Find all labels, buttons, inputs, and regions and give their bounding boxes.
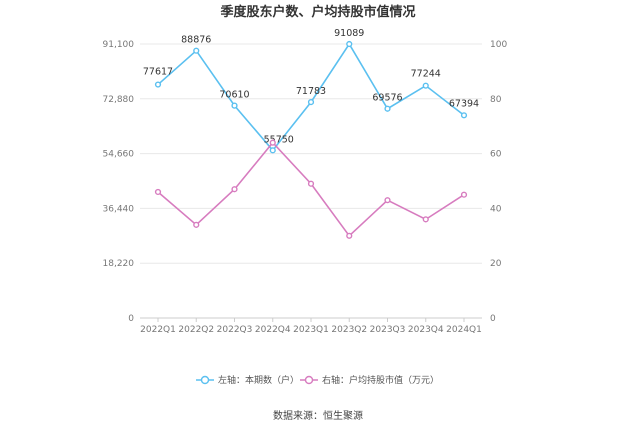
- left-tick-label: 18,220: [103, 259, 135, 269]
- data-label: 77617: [143, 67, 173, 78]
- x-tick-label: 2022Q4: [255, 325, 291, 335]
- x-tick-label: 2022Q2: [178, 325, 214, 335]
- series-line: [157, 42, 465, 152]
- data-point: [154, 188, 162, 196]
- right-tick-label: 60: [490, 150, 502, 160]
- series-line: [157, 141, 465, 237]
- data-point: [231, 102, 238, 109]
- data-point: [460, 112, 468, 119]
- legend-marker: [200, 375, 210, 385]
- data-point: [384, 197, 391, 204]
- x-tick-label: 2023Q2: [331, 325, 367, 335]
- data-point: [346, 232, 353, 239]
- data-point: [307, 180, 315, 187]
- data-point: [269, 147, 276, 154]
- legend-label: 左轴：本期数（户）: [218, 374, 299, 386]
- right-tick-label: 40: [490, 204, 502, 214]
- legend-label: 右轴：户均持股市值（万元）: [322, 374, 439, 386]
- data-point: [307, 98, 315, 106]
- data-point: [193, 47, 200, 54]
- data-label: 71783: [296, 86, 326, 97]
- data-label: 70610: [219, 90, 249, 101]
- axes: 0 18,220 36,440 54,660 72,880 91,100 0 20 40 60 80…: [103, 40, 508, 335]
- left-tick-label: 36,440: [103, 204, 135, 214]
- data-point: [269, 139, 276, 146]
- data-point: [346, 40, 353, 48]
- x-tick-label: 2022Q1: [140, 325, 176, 335]
- series: 77617 88876 70610 55750 71783 91089 69576 77244…: [143, 28, 479, 239]
- right-tick-label: 0: [490, 314, 496, 324]
- data-label: 69576: [372, 93, 402, 104]
- chart-title: 季度股东户数、户均持股市值情况: [219, 4, 415, 20]
- data-point: [193, 221, 200, 228]
- left-tick-label: 54,660: [103, 150, 135, 160]
- left-tick-label: 0: [128, 314, 134, 324]
- data-point: [231, 186, 238, 193]
- data-label: 67394: [449, 98, 479, 109]
- x-tick-label: 2024Q1: [446, 325, 482, 335]
- x-tick-label: 2023Q1: [293, 325, 329, 335]
- data-label: 77244: [411, 69, 441, 80]
- data-point: [384, 105, 391, 112]
- data-label: 55750: [264, 134, 294, 145]
- x-tick-label: 2023Q4: [408, 325, 444, 335]
- grid: [140, 43, 482, 319]
- right-tick-label: 80: [490, 95, 502, 105]
- left-tick-label: 72,880: [103, 95, 135, 105]
- right-tick-label: 100: [490, 40, 507, 50]
- right-tick-label: 20: [490, 259, 502, 269]
- legend: 左轴：本期数（户） 右轴：户均持股市值（万元）: [196, 374, 439, 386]
- x-tick-label: 2022Q3: [217, 325, 253, 335]
- data-point: [154, 81, 162, 88]
- data-point: [422, 216, 429, 223]
- x-tick-label: 2023Q3: [370, 325, 406, 335]
- legend-marker: [304, 375, 314, 385]
- data-point: [460, 191, 468, 198]
- data-point: [422, 82, 429, 89]
- source-note: 数据来源：恒生聚源: [273, 409, 363, 422]
- data-label: 91089: [334, 28, 364, 39]
- left-tick-label: 91,100: [103, 40, 135, 50]
- data-label: 88876: [181, 35, 211, 46]
